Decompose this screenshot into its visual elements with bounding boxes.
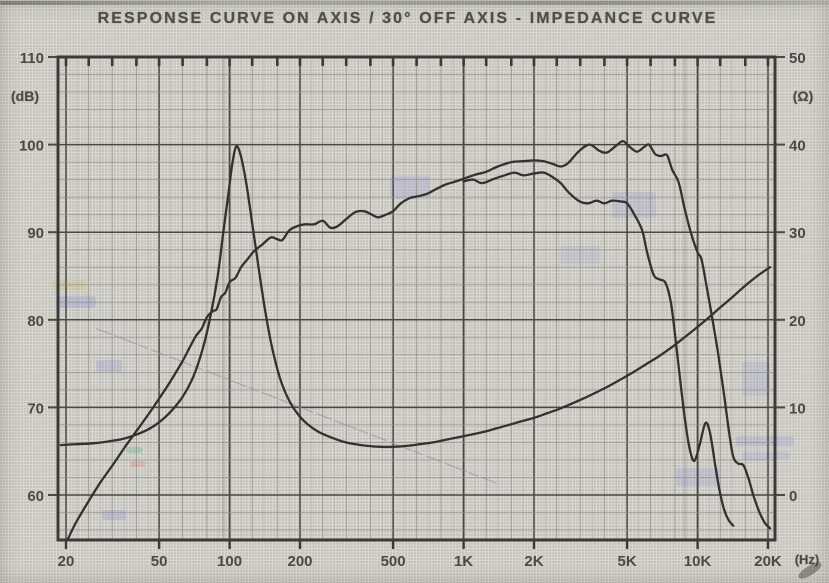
y-axis-left-tick-label: 100 (19, 138, 44, 155)
x-axis-tick-label: 2K (524, 553, 543, 570)
y-axis-left-tick-label: 110 (20, 50, 44, 67)
scan-artifact-line (96, 327, 499, 485)
chart-title: RESPONSE CURVE ON AXIS / 30° OFF AXIS - … (97, 10, 718, 27)
y-axis-left-tick-label: 90 (27, 225, 44, 242)
y-axis-right-tick-label: 20 (789, 313, 806, 330)
x-axis-tick-label: 20K (754, 553, 782, 570)
scan-edge-top (0, 1, 829, 5)
x-axis-tick-label: 500 (381, 553, 406, 570)
y-axis-right-tick-label: 30 (789, 225, 806, 242)
db-axis-unit-label: (dB) (11, 88, 39, 104)
ohm-axis-unit-label: (Ω) (792, 88, 814, 104)
curve-response-on-axis (66, 139, 772, 540)
curves-layer (59, 139, 772, 540)
y-axis-left-tick-label: 60 (27, 488, 44, 505)
x-axis-tick-label: 20 (58, 553, 75, 570)
y-axis-left-tick-label: 80 (27, 313, 44, 330)
y-axis-right-tick-label: 40 (789, 138, 806, 155)
x-axis-tick-label: 10K (684, 553, 712, 570)
x-axis-tick-label: 200 (287, 553, 312, 570)
y-axis-right-tick-label: 0 (789, 488, 797, 505)
curve-response-30deg-off-axis (462, 171, 735, 527)
x-axis-tick-label: 100 (217, 553, 242, 570)
x-axis-tick-label: 1K (454, 553, 473, 570)
y-axis-right-tick-label: 50 (789, 50, 806, 67)
x-axis-tick-label: 5K (618, 553, 637, 570)
grid-layer (48, 55, 785, 549)
y-axis-left-tick-label: 70 (27, 400, 44, 417)
curve-impedance (59, 145, 772, 449)
y-axis-right-tick-label: 10 (789, 400, 806, 417)
x-axis-tick-label: 50 (151, 553, 168, 570)
